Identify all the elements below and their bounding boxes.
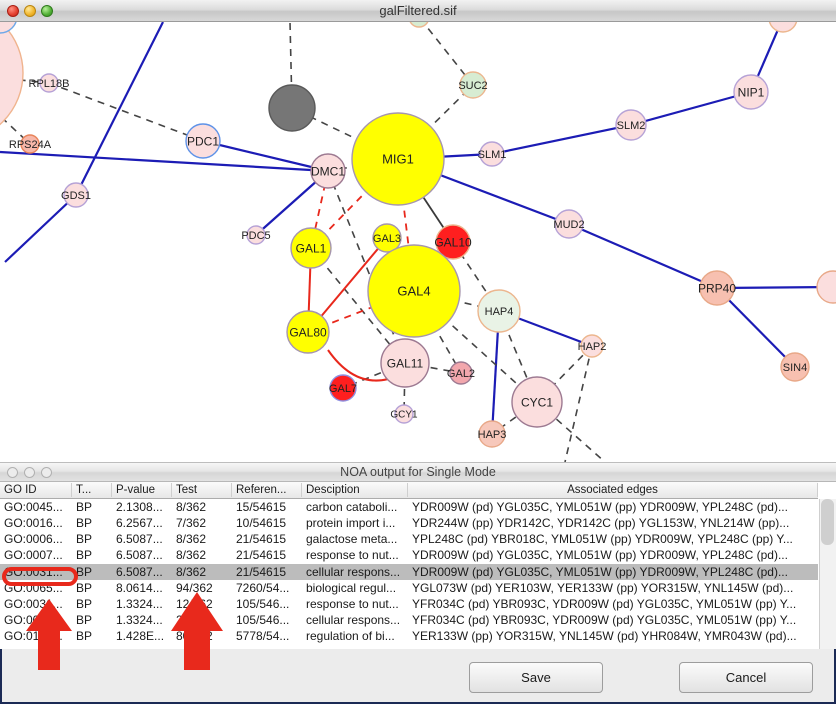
svg-text:MUD2: MUD2 xyxy=(553,219,584,231)
svg-text:GAL10: GAL10 xyxy=(434,235,472,249)
svg-text:RPS24A: RPS24A xyxy=(9,139,52,151)
svg-text:SLM1: SLM1 xyxy=(478,149,507,161)
svg-text:GAL80: GAL80 xyxy=(289,325,327,339)
svg-text:PRP40: PRP40 xyxy=(698,281,736,295)
svg-text:GAL4: GAL4 xyxy=(397,284,430,299)
svg-text:GAL1: GAL1 xyxy=(296,241,327,255)
svg-text:PDC5: PDC5 xyxy=(241,230,270,242)
svg-text:HAP3: HAP3 xyxy=(478,429,507,441)
svg-text:DMC1: DMC1 xyxy=(311,164,345,178)
svg-text:GDS1: GDS1 xyxy=(61,190,91,202)
svg-text:PDC1: PDC1 xyxy=(187,134,219,148)
svg-text:MIG1: MIG1 xyxy=(382,152,414,167)
svg-text:HAP2: HAP2 xyxy=(578,341,607,353)
svg-text:NIP1: NIP1 xyxy=(738,85,765,99)
svg-text:GAL2: GAL2 xyxy=(447,368,475,380)
svg-text:GAL7: GAL7 xyxy=(329,383,357,395)
svg-text:GAL3: GAL3 xyxy=(373,233,401,245)
svg-text:RPL18B: RPL18B xyxy=(29,78,70,90)
svg-text:CYC1: CYC1 xyxy=(521,395,553,409)
svg-text:SUC2: SUC2 xyxy=(458,80,487,92)
svg-text:GAL11: GAL11 xyxy=(387,356,424,370)
svg-text:SLM2: SLM2 xyxy=(617,120,646,132)
svg-text:SIN4: SIN4 xyxy=(783,362,807,374)
svg-text:HAP4: HAP4 xyxy=(485,306,514,318)
svg-text:GCY1: GCY1 xyxy=(390,410,418,421)
